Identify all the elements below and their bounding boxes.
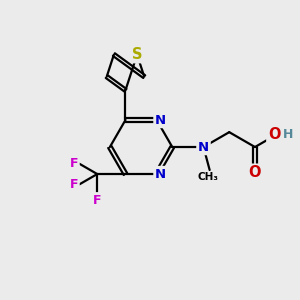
Text: O: O — [249, 165, 261, 180]
Text: N: N — [155, 168, 166, 181]
Text: F: F — [70, 178, 78, 191]
Text: S: S — [132, 46, 142, 62]
Text: N: N — [198, 140, 209, 154]
Text: F: F — [93, 194, 101, 207]
Text: N: N — [155, 113, 166, 127]
Text: F: F — [70, 157, 78, 170]
Text: H: H — [283, 128, 293, 141]
Text: CH₃: CH₃ — [198, 172, 219, 182]
Text: O: O — [268, 127, 280, 142]
